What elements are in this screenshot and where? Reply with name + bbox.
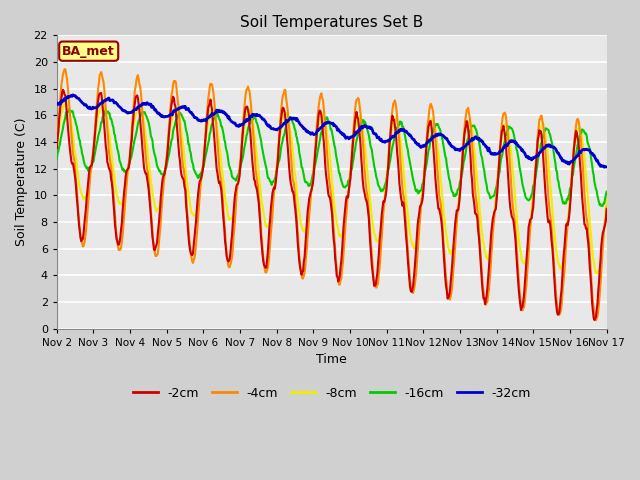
- Legend: -2cm, -4cm, -8cm, -16cm, -32cm: -2cm, -4cm, -8cm, -16cm, -32cm: [127, 382, 536, 405]
- Text: BA_met: BA_met: [62, 45, 115, 58]
- X-axis label: Time: Time: [316, 353, 347, 366]
- Y-axis label: Soil Temperature (C): Soil Temperature (C): [15, 118, 28, 246]
- Title: Soil Temperatures Set B: Soil Temperatures Set B: [240, 15, 423, 30]
